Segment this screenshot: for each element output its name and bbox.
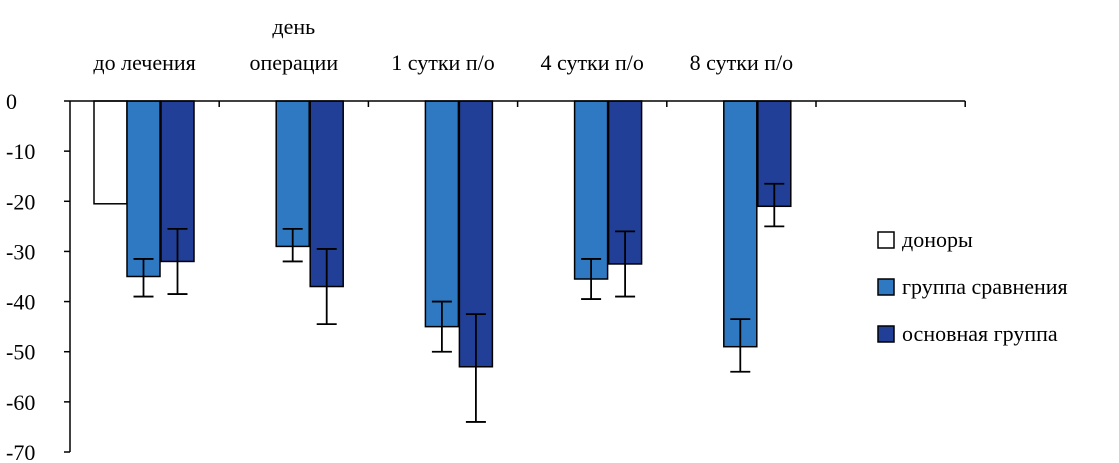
- y-tick-label: -30: [6, 239, 35, 264]
- legend-label: основная группа: [902, 321, 1058, 346]
- bar: [275, 100, 310, 248]
- error-bar: [465, 313, 486, 423]
- category-label: операции: [249, 50, 338, 75]
- bar: [573, 100, 609, 280]
- legend: доноры группа сравнения основная группа: [877, 227, 1068, 346]
- category-label: день: [272, 14, 315, 39]
- y-tick-label: -20: [6, 189, 35, 214]
- error-bar: [581, 258, 602, 300]
- y-tick-label: -50: [6, 340, 35, 365]
- legend-swatch: [877, 278, 895, 296]
- legend-item: доноры: [877, 227, 973, 252]
- category-label: 4 сутки п/о: [540, 50, 643, 75]
- legend-label: группа сравнения: [902, 274, 1068, 299]
- error-bar: [133, 258, 154, 298]
- error-bar: [730, 318, 751, 373]
- error-bar: [431, 300, 452, 353]
- y-tick-label: -60: [6, 390, 35, 415]
- y-tick-label: 0: [6, 89, 17, 114]
- category-label: 8 сутки п/о: [690, 50, 793, 75]
- error-bar: [316, 248, 337, 326]
- plot-area: 0 -10 -20 -30 -40 -50 -60 -70 до лечения день опер…: [6, 14, 966, 463]
- bar: [93, 100, 128, 205]
- legend-swatch: [877, 231, 895, 249]
- legend-swatch: [877, 325, 895, 343]
- error-bar: [615, 230, 636, 298]
- legend-label: доноры: [902, 227, 973, 252]
- bar: [424, 100, 460, 328]
- error-bar: [167, 227, 188, 295]
- error-bar: [764, 182, 785, 228]
- bar: [126, 100, 161, 278]
- category-label: 1 сутки п/о: [391, 50, 494, 75]
- y-tick-label: -10: [6, 139, 35, 164]
- y-tick-label: -40: [6, 290, 35, 315]
- error-bar: [282, 227, 303, 263]
- bar: [723, 100, 758, 348]
- legend-item: основная группа: [877, 321, 1058, 346]
- category-label: до лечения: [93, 50, 195, 75]
- legend-item: группа сравнения: [877, 274, 1068, 299]
- y-tick-label: -70: [6, 440, 35, 463]
